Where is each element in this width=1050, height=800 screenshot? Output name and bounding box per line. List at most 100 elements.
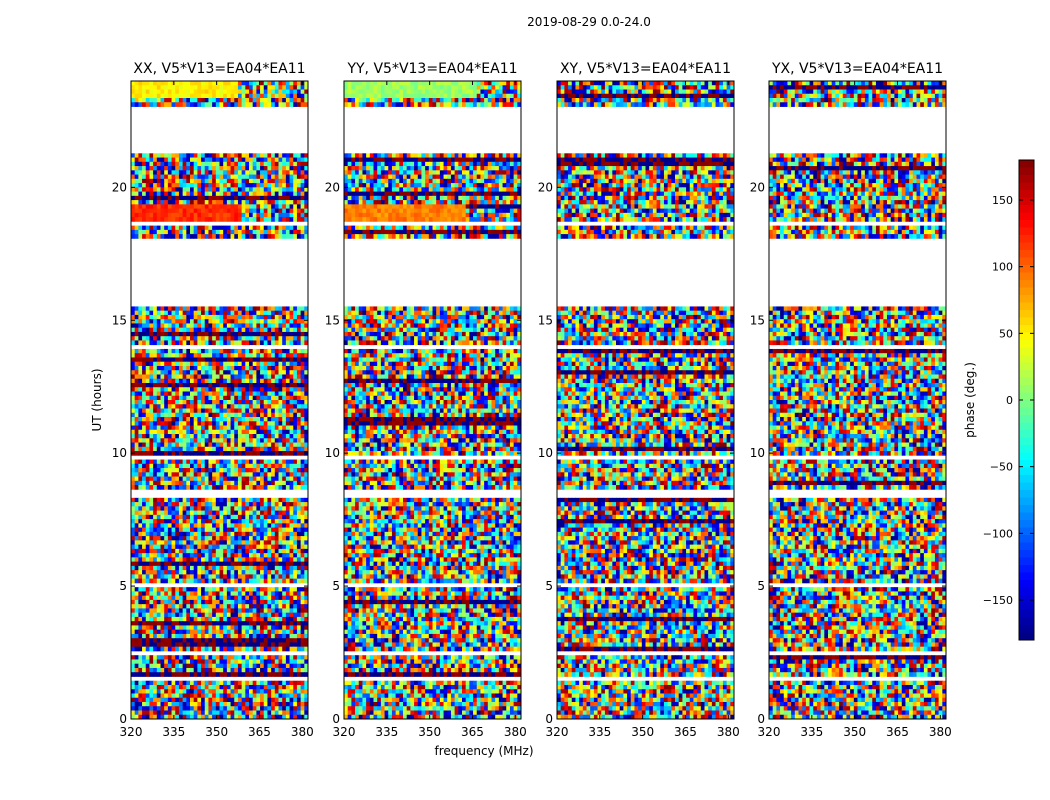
- phase-cell: [252, 408, 257, 414]
- phase-cell: [215, 497, 220, 503]
- phase-cell: [186, 629, 191, 635]
- phase-cell: [230, 446, 235, 452]
- phase-cell: [252, 348, 257, 354]
- phase-cell: [142, 374, 147, 380]
- phase-cell: [296, 553, 302, 558]
- phase-cell: [175, 587, 180, 592]
- phase-cell: [197, 387, 202, 392]
- phase-cell: [201, 502, 206, 507]
- phase-cell: [138, 595, 143, 601]
- phase-cell: [230, 98, 235, 103]
- phase-cell: [230, 506, 235, 511]
- phase-cell: [175, 178, 180, 184]
- phase-cell: [204, 561, 209, 567]
- phase-cell: [190, 310, 195, 316]
- phase-cell: [296, 200, 302, 205]
- phase-cell: [204, 591, 209, 597]
- phase-cell: [164, 348, 169, 354]
- phase-cell: [145, 319, 150, 324]
- phase-cell: [300, 459, 305, 465]
- phase-cell: [134, 451, 139, 456]
- phase-cell: [204, 459, 209, 465]
- phase-cell: [178, 425, 184, 431]
- phase-cell: [215, 378, 220, 384]
- phase-cell: [138, 578, 143, 584]
- phase-cell: [164, 98, 169, 103]
- phase-cell: [153, 204, 158, 209]
- phase-cell: [204, 548, 209, 554]
- phase-cell: [175, 183, 180, 188]
- phase-cell: [212, 374, 217, 380]
- phase-cell: [186, 442, 191, 448]
- phase-cell: [271, 234, 276, 239]
- phase-cell: [193, 459, 198, 465]
- phase-cell: [234, 323, 239, 329]
- phase-cell: [245, 357, 250, 363]
- phase-cell: [249, 578, 254, 584]
- phase-cell: [164, 370, 169, 375]
- phase-cell: [215, 331, 220, 337]
- phase-cell: [234, 348, 239, 354]
- phase-cell: [289, 370, 294, 375]
- phase-cell: [153, 540, 158, 546]
- phase-cell: [215, 536, 220, 541]
- phase-cell: [296, 340, 302, 346]
- phase-cell: [153, 561, 158, 567]
- phase-cell: [149, 548, 154, 554]
- phase-cell: [208, 195, 213, 201]
- phase-cell: [300, 544, 305, 550]
- phase-cell: [296, 89, 302, 95]
- phase-cell: [153, 519, 158, 524]
- phase-cell: [289, 217, 294, 222]
- phase-cell: [241, 544, 246, 550]
- phase-cell: [252, 161, 257, 167]
- phase-cell: [153, 565, 158, 571]
- phase-cell: [212, 314, 217, 320]
- phase-cell: [293, 531, 298, 537]
- phase-cell: [252, 412, 257, 418]
- phase-cell: [149, 178, 154, 184]
- phase-cell: [226, 331, 231, 337]
- phase-cell: [156, 170, 161, 175]
- phase-cell: [138, 540, 143, 546]
- phase-cell: [296, 629, 302, 635]
- phase-cell: [271, 408, 276, 414]
- phase-cell: [282, 217, 287, 222]
- phase-cell: [300, 153, 305, 158]
- phase-cell: [193, 553, 198, 558]
- phase-cell: [304, 382, 309, 388]
- phase-cell: [223, 340, 228, 346]
- phase-cell: [304, 412, 309, 418]
- phase-cell: [260, 187, 265, 192]
- phase-cell: [208, 81, 213, 86]
- phase-cell: [271, 565, 276, 571]
- phase-cell: [237, 459, 243, 465]
- phase-cell: [271, 646, 276, 652]
- phase-cell: [300, 629, 305, 635]
- phase-cell: [142, 212, 147, 218]
- phase-cell: [201, 536, 206, 541]
- phase-cell: [197, 225, 202, 231]
- phase-cell: [293, 421, 298, 426]
- phase-cell: [285, 540, 290, 546]
- phase-cell: [282, 378, 287, 384]
- phase-cell: [237, 570, 243, 575]
- phase-cell: [201, 187, 206, 192]
- phase-cell: [267, 85, 272, 90]
- phase-cell: [282, 574, 287, 580]
- phase-cell: [190, 604, 195, 609]
- phase-cell: [208, 544, 213, 550]
- phase-cell: [134, 446, 139, 452]
- phase-cell: [293, 655, 298, 660]
- phase-cell: [186, 336, 191, 341]
- phase-cell: [300, 553, 305, 558]
- phase-cell: [256, 229, 261, 235]
- phase-cell: [263, 468, 268, 473]
- phase-cell: [230, 225, 235, 231]
- phase-cell: [186, 170, 191, 175]
- phase-cell: [296, 365, 302, 371]
- phase-cell: [223, 93, 228, 99]
- phase-cell: [252, 361, 257, 367]
- phase-cell: [145, 208, 150, 214]
- phase-cell: [274, 153, 279, 158]
